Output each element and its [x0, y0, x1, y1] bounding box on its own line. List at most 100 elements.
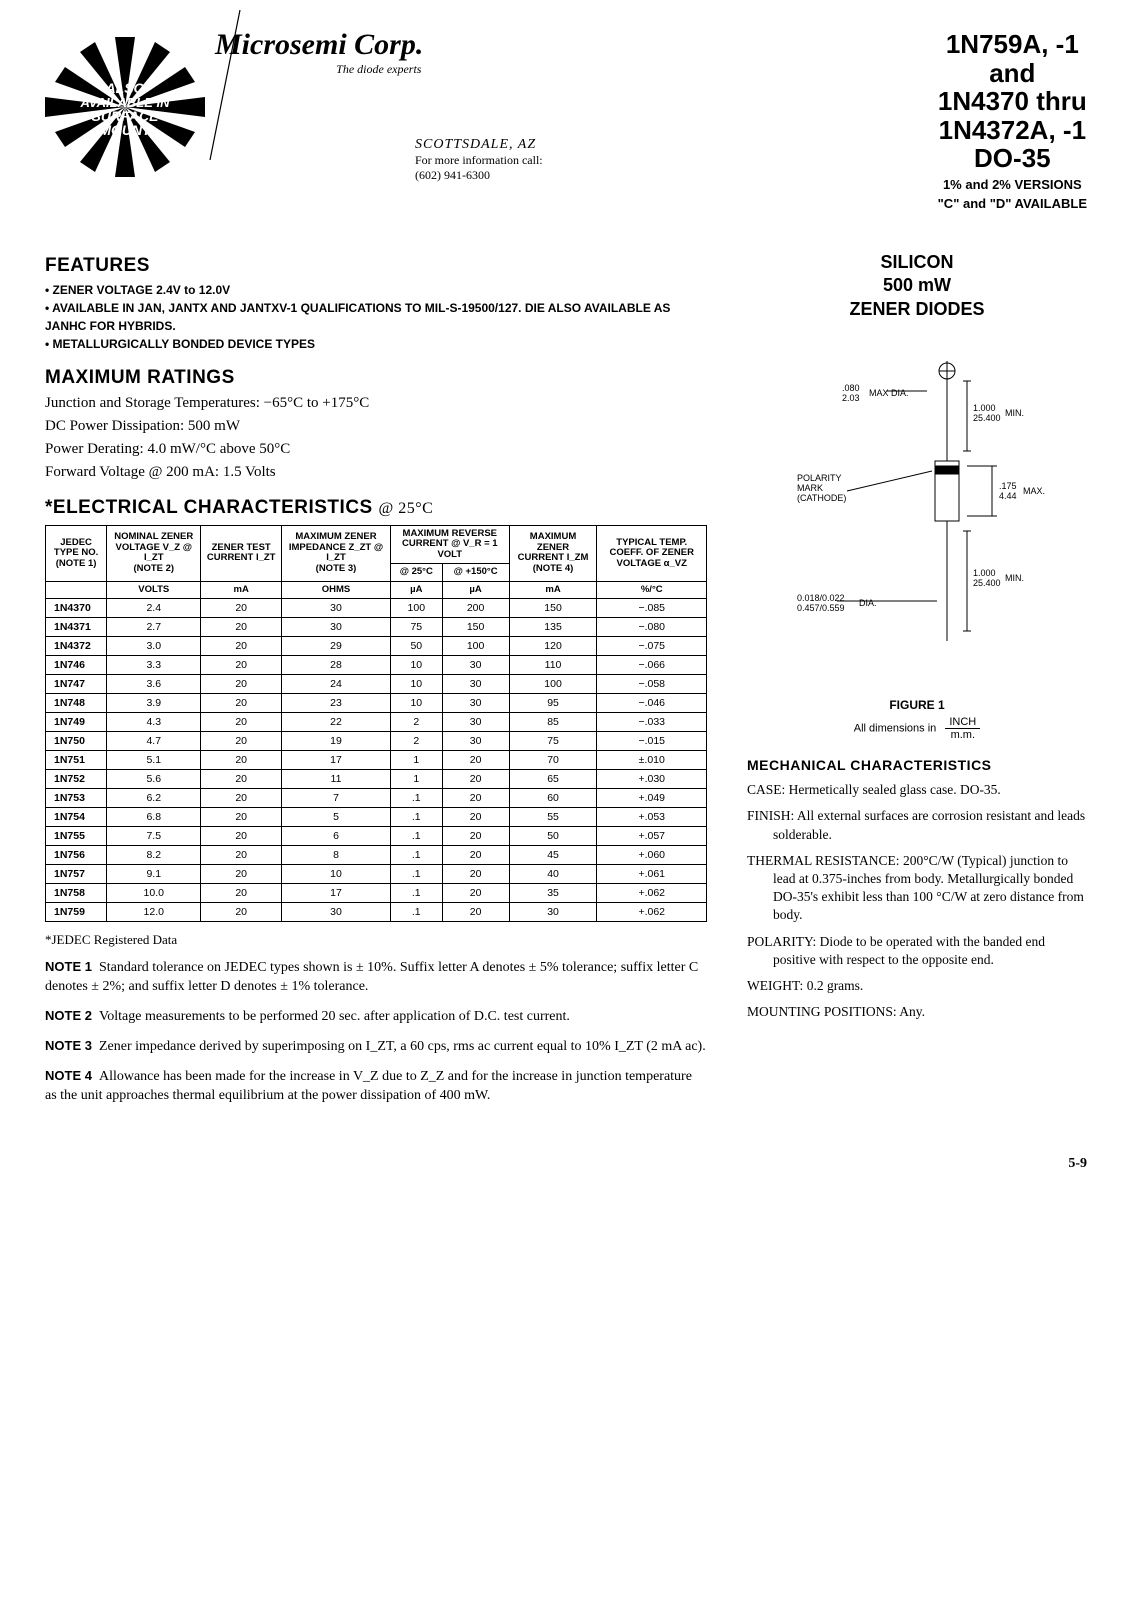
table-cell: 50: [390, 637, 442, 656]
table-cell: 110: [509, 656, 597, 675]
table-cell: 20: [201, 732, 282, 751]
sidebar-h-l2: 500 mW: [747, 274, 1087, 297]
table-cell: 30: [442, 656, 509, 675]
svg-text:MAX.: MAX.: [1023, 486, 1045, 496]
table-cell: 20: [442, 884, 509, 903]
table-cell: 1: [390, 770, 442, 789]
table-cell: 3.6: [107, 675, 201, 694]
title-l5: DO-35: [938, 144, 1087, 173]
table-row: 1N7579.12010.12040+.061: [46, 865, 707, 884]
units-row: VOLTSmAOHMSµAµAmA%/°C: [46, 581, 707, 598]
table-row: 1N43702.42030100200150−.085: [46, 599, 707, 618]
do35-outline-icon: .080 2.03 MAX DIA. 1.000 25.400 MIN. .17…: [787, 351, 1047, 691]
table-row: 1N7504.7201923075−.015: [46, 732, 707, 751]
table-cell: 19: [281, 732, 390, 751]
svg-text:(CATHODE): (CATHODE): [797, 493, 846, 503]
table-cell: 20: [201, 675, 282, 694]
table-row: 1N7536.2207.12060+.049: [46, 789, 707, 808]
feature-item: ZENER VOLTAGE 2.4V to 12.0V: [45, 281, 707, 299]
col-h-izt: ZENER TEST CURRENT I_ZT: [201, 525, 282, 581]
table-row: 1N7494.3202223085−.033: [46, 713, 707, 732]
svg-text:0.018/0.022: 0.018/0.022: [797, 593, 845, 603]
table-cell: 12.0: [107, 903, 201, 922]
table-cell: 1N4371: [46, 618, 107, 637]
table-cell: 1N758: [46, 884, 107, 903]
note-2: NOTE 2 Voltage measurements to be perfor…: [45, 1007, 707, 1027]
table-cell: 20: [201, 618, 282, 637]
svg-text:0.457/0.559: 0.457/0.559: [797, 603, 845, 613]
svg-text:MAX DIA.: MAX DIA.: [869, 388, 909, 398]
svg-text:DIA.: DIA.: [859, 598, 877, 608]
title-l4: 1N4372A, -1: [938, 116, 1087, 145]
sidebar-h-l1: SILICON: [747, 251, 1087, 274]
table-cell: 3.9: [107, 694, 201, 713]
figure-caption: FIGURE 1: [747, 698, 1087, 712]
table-cell: 1N752: [46, 770, 107, 789]
table-cell: 1N746: [46, 656, 107, 675]
table-cell: 20: [201, 884, 282, 903]
table-cell: 28: [281, 656, 390, 675]
table-cell: 10: [390, 694, 442, 713]
table-cell: 60: [509, 789, 597, 808]
table-cell: 50: [509, 827, 597, 846]
unit-cell: [46, 581, 107, 598]
table-row: 1N43723.0202950100120−.075: [46, 637, 707, 656]
sidebar-h-l3: ZENER DIODES: [747, 298, 1087, 321]
table-cell: 1N753: [46, 789, 107, 808]
table-cell: +.053: [597, 808, 707, 827]
table-cell: 75: [509, 732, 597, 751]
table-cell: 100: [442, 637, 509, 656]
table-row: 1N43712.7203075150135−.080: [46, 618, 707, 637]
title-l3: 1N4370 thru: [938, 87, 1087, 116]
table-cell: 3.3: [107, 656, 201, 675]
table-cell: 4.3: [107, 713, 201, 732]
mech-item: WEIGHT: 0.2 grams.: [747, 977, 1087, 995]
col-h-zzt: MAXIMUM ZENER IMPEDANCE Z_ZT @ I_ZT(NOTE…: [281, 525, 390, 581]
table-cell: 30: [442, 713, 509, 732]
subtitle-l2: "C" and "D" AVAILABLE: [938, 196, 1087, 211]
notes-block: NOTE 1 Standard tolerance on JEDEC types…: [45, 958, 707, 1105]
figure-1: .080 2.03 MAX DIA. 1.000 25.400 MIN. .17…: [747, 351, 1087, 741]
max-ratings-heading: MAXIMUM RATINGS: [45, 367, 707, 389]
company-name: Microsemi Corp.: [215, 30, 543, 60]
col-h-ir25: @ 25°C: [390, 564, 442, 581]
table-cell: +.062: [597, 903, 707, 922]
note-3: NOTE 3 Zener impedance derived by superi…: [45, 1037, 707, 1057]
max-rating-line: DC Power Dissipation: 500 mW: [45, 416, 707, 437]
table-cell: 1N754: [46, 808, 107, 827]
svg-text:4.44: 4.44: [999, 491, 1017, 501]
table-cell: 100: [509, 675, 597, 694]
table-row: 1N7483.92023103095−.046: [46, 694, 707, 713]
location-phone: (602) 941-6300: [415, 168, 543, 183]
table-cell: −.046: [597, 694, 707, 713]
table-cell: 8: [281, 846, 390, 865]
table-cell: +.060: [597, 846, 707, 865]
starburst-icon: ALSO AVAILABLE IN SURFACE MOUNT: [45, 37, 205, 177]
table-cell: 6.8: [107, 808, 201, 827]
table-cell: 20: [201, 713, 282, 732]
unit-cell: µA: [390, 581, 442, 598]
table-cell: .1: [390, 884, 442, 903]
max-rating-line: Junction and Storage Temperatures: −65°C…: [45, 393, 707, 414]
table-row: 1N7546.8205.12055+.053: [46, 808, 707, 827]
svg-text:MIN.: MIN.: [1005, 573, 1024, 583]
elec-table: JEDEC TYPE NO.(NOTE 1) NOMINAL ZENER VOL…: [45, 525, 707, 922]
table-cell: 1: [390, 751, 442, 770]
table-cell: +.057: [597, 827, 707, 846]
table-cell: 200: [442, 599, 509, 618]
table-cell: 70: [509, 751, 597, 770]
unit-cell: OHMS: [281, 581, 390, 598]
table-cell: 95: [509, 694, 597, 713]
mech-heading: MECHANICAL CHARACTERISTICS: [747, 757, 1087, 773]
table-cell: 20: [201, 865, 282, 884]
table-cell: 20: [201, 599, 282, 618]
table-cell: .1: [390, 865, 442, 884]
table-cell: 1N749: [46, 713, 107, 732]
feature-item: AVAILABLE IN JAN, JANTX AND JANTXV-1 QUA…: [45, 299, 707, 335]
table-row: 1N7515.1201712070±.010: [46, 751, 707, 770]
features-heading: FEATURES: [45, 255, 707, 277]
unit-cell: %/°C: [597, 581, 707, 598]
table-row: 1N7568.2208.12045+.060: [46, 846, 707, 865]
mech-list: CASE: Hermetically sealed glass case. DO…: [747, 781, 1087, 1021]
title-l1: 1N759A, -1: [938, 30, 1087, 59]
